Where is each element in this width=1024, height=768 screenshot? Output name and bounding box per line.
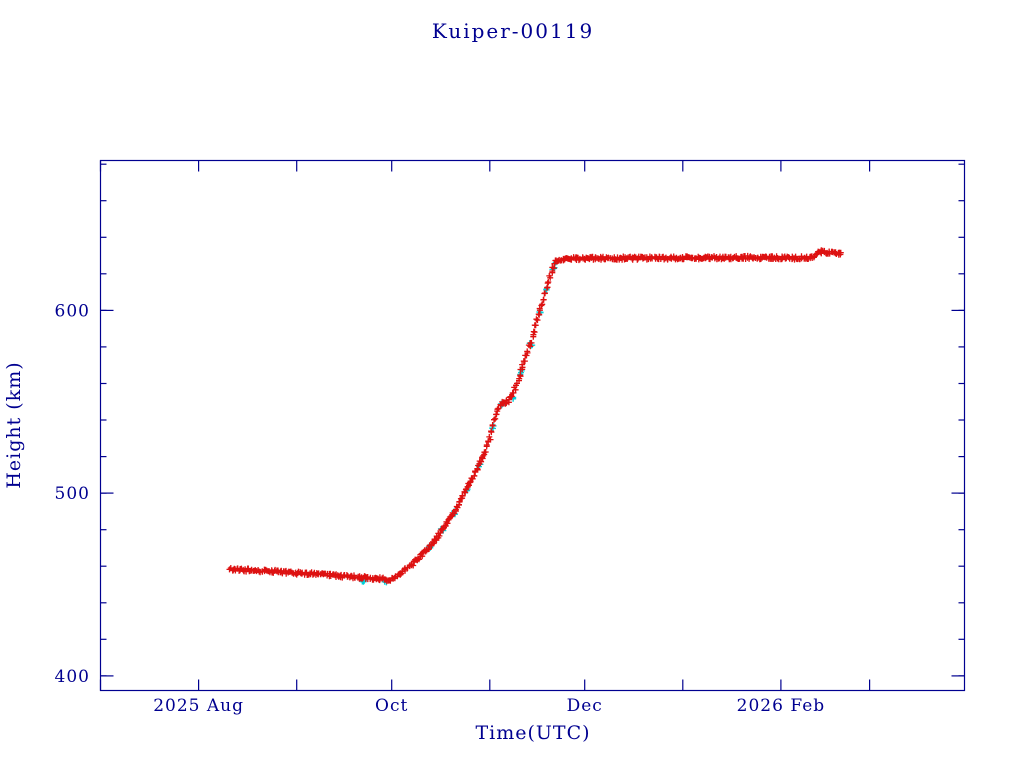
y-tick-label: 400 <box>55 667 90 687</box>
chart-title: Kuiper-00119 <box>432 19 594 43</box>
x-tick-label: 2025 Aug <box>153 696 244 716</box>
axis-tick-labels: 2025 Aug Oct Dec 2026 Feb 400 500 600 <box>55 301 825 716</box>
y-tick-label: 600 <box>55 301 90 321</box>
plot-frame <box>99 159 966 692</box>
y-axis-label: Height (km) <box>3 361 25 488</box>
x-tick-label: Oct <box>375 696 408 716</box>
data-points-red <box>226 247 844 585</box>
x-tick-label: 2026 Feb <box>737 696 825 716</box>
x-axis-label: Time(UTC) <box>475 722 590 744</box>
axis-ticks <box>99 160 965 691</box>
x-tick-label: Dec <box>567 696 603 716</box>
y-tick-label: 500 <box>55 484 90 504</box>
